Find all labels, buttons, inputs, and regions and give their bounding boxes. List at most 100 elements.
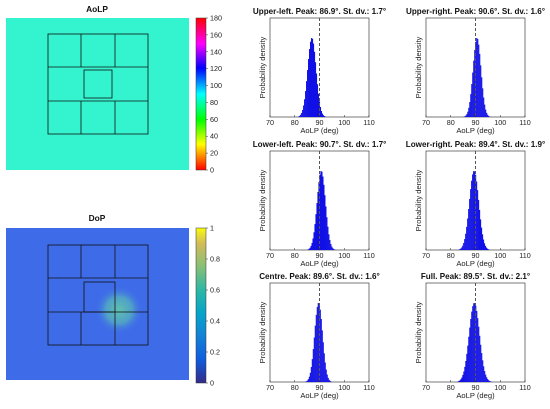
histogram-panel: Lower-right. Peak: 89.4°. St. dv.: 1.9° 7… [406, 140, 545, 268]
histogram-bar [468, 107, 470, 117]
x-tick-label: 80 [291, 383, 299, 392]
histogram-bar [308, 58, 310, 117]
histogram-bar [304, 99, 306, 117]
histogram-bar [314, 325, 316, 382]
x-tick-label: 90 [472, 383, 480, 392]
histogram-title: Upper-left. Peak: 86.9°. St. dv.: 1.7° [253, 7, 386, 16]
histogram-bar [329, 240, 331, 250]
histogram-bar [462, 374, 464, 382]
x-axis-label: AoLP (deg) [300, 126, 339, 135]
histogram-bar [476, 181, 478, 250]
histogram-bar [306, 81, 308, 117]
histogram-bar [316, 203, 318, 250]
x-tick-label: 100 [338, 251, 350, 260]
histogram-bar [314, 224, 316, 250]
x-tick-label: 70 [266, 251, 274, 260]
histogram-bar [305, 91, 307, 117]
dop-colorbar-tick-label: 0.6 [210, 286, 220, 295]
histogram-bar [308, 248, 310, 250]
x-tick-label: 110 [519, 383, 530, 392]
histogram-bar [478, 44, 480, 117]
histogram-bar [459, 249, 461, 250]
dop-map-panel: DoP 0 0.2 0.4 0.6 0.8 1 [6, 213, 220, 388]
histogram-bar [482, 88, 484, 117]
x-tick-label: 80 [291, 251, 299, 260]
histogram-bar [486, 112, 488, 117]
histogram-bar [470, 94, 472, 117]
histogram-bar [472, 306, 474, 382]
histogram-bar [467, 345, 469, 382]
x-tick-label: 110 [363, 118, 374, 127]
histogram-bar [323, 353, 325, 382]
dop-colorbar-tick-label: 0 [210, 379, 214, 388]
aolp-colorbar-tick-label: 120 [210, 64, 222, 73]
histogram-bar [309, 49, 311, 118]
histogram-bar [470, 318, 472, 382]
histogram-bar [489, 380, 491, 382]
histogram-bar [487, 379, 489, 382]
histogram-bar [486, 248, 489, 250]
histogram-bar [474, 49, 476, 118]
x-tick-label: 110 [363, 383, 374, 392]
aolp-colorbar: 0 20 40 60 80 100 120 140 160 180 [195, 14, 222, 175]
histogram-bar [333, 249, 335, 250]
histogram-bar [480, 227, 483, 250]
histogram-bar [479, 335, 481, 382]
histogram-bar [328, 379, 330, 382]
histogram-bar [305, 381, 307, 382]
histogram-bar [313, 337, 315, 382]
histogram-bar [312, 349, 314, 382]
aolp-colorbar-tick-label: 40 [210, 132, 218, 141]
aolp-colorbar-tick-label: 160 [210, 30, 222, 39]
histogram-bar [310, 38, 313, 117]
histogram-bar [488, 380, 490, 382]
histogram-bar [315, 314, 317, 382]
y-axis-label: Probability density [414, 169, 423, 231]
x-tick-label: 90 [472, 251, 480, 260]
histogram-bar [331, 246, 333, 250]
aolp-map-panel: AoLP 0 20 40 60 80 100 120 140 160 180 [6, 4, 222, 175]
histogram-bar [461, 247, 463, 250]
histogram-bar [315, 73, 318, 117]
x-tick-label: 80 [291, 118, 299, 127]
histogram-bar [461, 377, 463, 382]
histogram-bar [482, 360, 484, 382]
histogram-bar [318, 182, 320, 250]
histogram-bar [490, 381, 492, 382]
histogram-bar [484, 371, 486, 382]
histogram-bar [460, 248, 462, 250]
histogram-bar [483, 243, 486, 250]
histogram-bar [321, 330, 323, 382]
histogram-bar [317, 191, 319, 250]
histogram-bar [321, 113, 324, 117]
x-tick-label: 100 [494, 118, 506, 127]
histogram-bar [466, 226, 468, 250]
histogram-bar [480, 65, 482, 117]
histogram-bar [327, 377, 329, 382]
histogram-bar [323, 116, 325, 117]
histogram-bar [332, 248, 334, 250]
histogram-bar [466, 114, 468, 117]
histogram-bar [464, 239, 466, 250]
x-tick-label: 80 [447, 118, 455, 127]
histogram-bar [482, 239, 485, 250]
histogram-bar [325, 206, 327, 250]
histogram-bar [481, 77, 483, 117]
histogram-bar [477, 190, 479, 250]
aolp-colorbar-tick-label: 140 [210, 47, 222, 56]
histogram-bar [483, 97, 485, 117]
histogram-bar [465, 233, 467, 250]
histogram-bar [480, 219, 482, 250]
x-tick-label: 100 [338, 383, 350, 392]
histogram-bar [464, 116, 466, 117]
histogram-bar [299, 115, 301, 117]
histogram-bar [481, 353, 483, 382]
histogram-bar [470, 189, 472, 250]
histogram-bar [324, 195, 326, 250]
histogram-bar [311, 242, 313, 250]
x-tick-label: 90 [472, 118, 480, 127]
x-tick-label: 70 [422, 118, 430, 127]
histogram-bar [479, 209, 481, 250]
histogram-bar [486, 377, 488, 382]
histogram-bar [313, 232, 315, 250]
